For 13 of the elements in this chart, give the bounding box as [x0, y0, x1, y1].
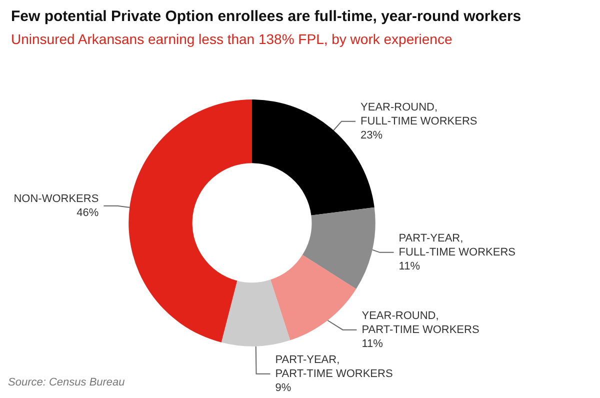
slice-label: PART-YEAR, PART-TIME WORKERS — [275, 354, 393, 380]
source-note: Source: Census Bureau — [8, 376, 125, 388]
data-label: 11% — [362, 338, 384, 350]
slice-label: YEAR-ROUND, PART-TIME WORKERS — [362, 310, 480, 336]
slice-label: PART-YEAR, FULL-TIME WORKERS — [398, 232, 516, 258]
data-label: 11% — [398, 260, 420, 272]
slice-label: NON-WORKERS — [14, 192, 99, 205]
data-label: 23% — [360, 129, 383, 142]
slice-label: YEAR-ROUND, FULL-TIME WORKERS — [360, 101, 478, 128]
data-label: 46% — [76, 206, 99, 219]
data-label: 9% — [275, 382, 292, 394]
chart-title: Few potential Private Option enrollees are full-time, year-round workers — [11, 8, 522, 25]
chart-subtitle: Uninsured Arkansans earning less than 138% FPL, by work experience — [11, 31, 452, 47]
